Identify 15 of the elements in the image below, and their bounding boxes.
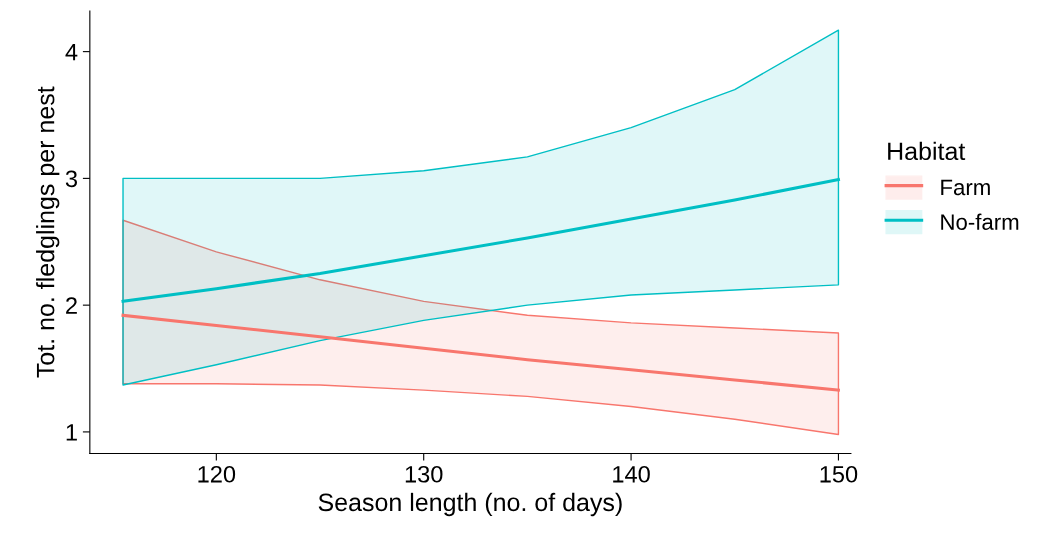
- y-axis-title: Tot. no. fledglings per nest: [36, 86, 60, 378]
- x-tick-label: 140: [613, 465, 650, 483]
- legend-label: No-farm: [941, 213, 1019, 230]
- x-tick-label: 130: [405, 465, 443, 483]
- line-series: [121, 313, 840, 392]
- y-tick-label: 1: [66, 424, 77, 441]
- x-tick-label: 120: [198, 465, 236, 483]
- legend-label: Farm: [941, 179, 990, 196]
- y-tick-label: 4: [65, 43, 78, 61]
- y-tick-label: 3: [65, 170, 77, 188]
- line-series: [121, 178, 840, 303]
- x-tick-label: 150: [820, 465, 858, 483]
- y-tick-label: 2: [66, 297, 77, 314]
- legend-title: Habitat: [888, 141, 966, 161]
- x-axis-title: Season length (no. of days): [318, 492, 622, 517]
